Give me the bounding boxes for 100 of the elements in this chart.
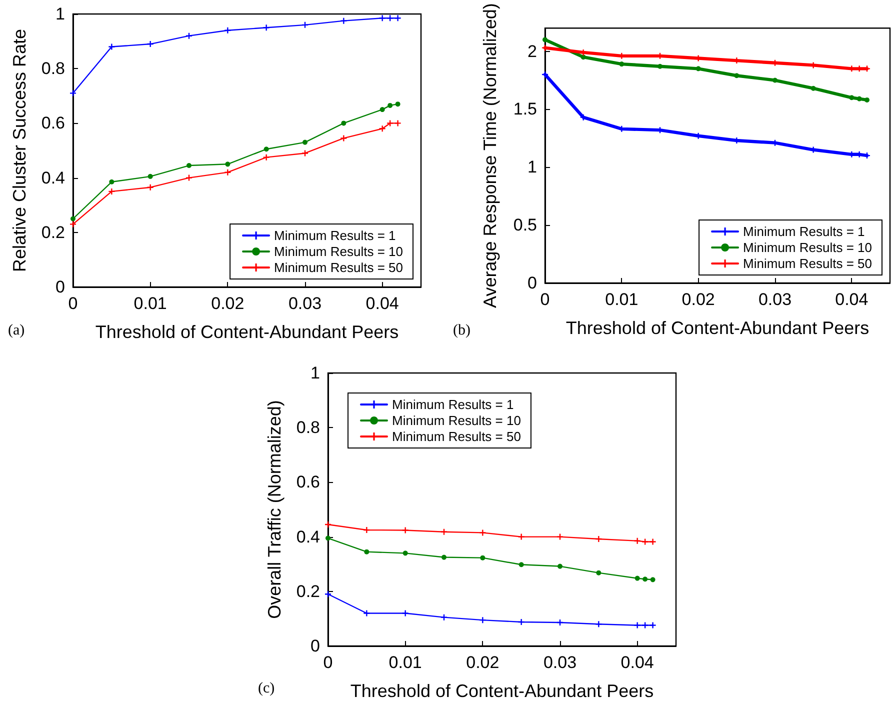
point xyxy=(642,576,648,582)
y-tick-label: 2 xyxy=(528,42,537,61)
x-tick-label: 0.03 xyxy=(543,653,577,672)
point xyxy=(186,163,192,168)
point xyxy=(70,90,76,96)
point xyxy=(634,622,640,628)
point xyxy=(224,27,231,34)
line-series xyxy=(542,71,870,159)
point xyxy=(480,617,486,624)
point xyxy=(224,169,231,176)
point xyxy=(340,135,347,142)
point xyxy=(642,622,648,628)
point xyxy=(518,534,524,540)
point xyxy=(696,66,701,72)
point xyxy=(442,554,446,560)
point xyxy=(302,150,308,156)
point xyxy=(263,154,270,160)
point xyxy=(394,15,401,22)
point xyxy=(634,576,640,581)
y-tick-label: 0.5 xyxy=(513,216,537,235)
point xyxy=(186,32,192,39)
point xyxy=(326,536,330,541)
y-tick-label: 0.8 xyxy=(296,418,320,438)
point xyxy=(650,538,656,545)
point xyxy=(558,564,562,569)
point xyxy=(810,86,816,91)
x-tick-label: 0.04 xyxy=(835,290,868,309)
point xyxy=(108,44,115,50)
y-tick-label: 0.6 xyxy=(296,472,320,492)
point xyxy=(634,538,640,544)
point xyxy=(518,618,524,625)
point xyxy=(480,555,486,560)
point xyxy=(864,97,870,102)
point xyxy=(772,78,778,83)
point xyxy=(379,15,386,22)
point xyxy=(856,96,862,102)
text: (a) xyxy=(8,322,25,338)
x-tick-label: 0.03 xyxy=(288,294,322,313)
legend-label: Minimum Results = 50 xyxy=(392,429,521,444)
point xyxy=(650,622,656,628)
point xyxy=(619,62,624,67)
point xyxy=(148,174,153,179)
legend-label: Minimum Results = 50 xyxy=(274,260,404,275)
point xyxy=(264,146,269,152)
point xyxy=(402,610,408,616)
point xyxy=(379,126,386,132)
point xyxy=(518,562,524,568)
point xyxy=(596,570,602,576)
point xyxy=(380,107,385,112)
y-axis-title: Relative Cluster Success Rate xyxy=(9,28,30,272)
point xyxy=(402,550,408,556)
point xyxy=(849,95,854,100)
x-tick-label: 0.01 xyxy=(605,290,638,309)
point xyxy=(147,184,154,190)
y-tick-label: 1.5 xyxy=(513,100,537,119)
y-tick-label: 0.2 xyxy=(296,582,320,601)
x-tick-label: 0.01 xyxy=(388,653,422,672)
point xyxy=(387,120,394,126)
x-axis-title: Threshold of Content-Abundant Peers xyxy=(95,322,399,342)
point xyxy=(580,54,586,60)
point xyxy=(395,102,400,107)
point xyxy=(557,534,563,540)
y-tick-label: 0.4 xyxy=(41,168,65,188)
y-tick-label: 0.4 xyxy=(296,527,320,546)
legend-label: Minimum Results = 1 xyxy=(392,397,514,412)
x-tick-label: 0.04 xyxy=(620,653,654,672)
point xyxy=(108,188,115,194)
y-tick-label: 0 xyxy=(310,636,320,656)
y-tick-label: 0.8 xyxy=(41,59,65,78)
y-tick-label: 0 xyxy=(528,274,537,292)
text: (b) xyxy=(453,322,470,338)
point xyxy=(109,179,114,184)
point xyxy=(263,24,270,31)
y-axis-title: Overall Traffic (Normalized) xyxy=(264,400,284,619)
y-tick-label: 0.6 xyxy=(41,114,65,133)
point xyxy=(364,549,370,554)
y-tick-label: 1 xyxy=(528,158,537,177)
text: (c) xyxy=(258,680,275,696)
x-tick-label: 0.02 xyxy=(211,294,244,313)
x-tick-label: 0 xyxy=(540,290,550,309)
point xyxy=(650,577,656,582)
point xyxy=(596,621,602,628)
x-tick-label: 0 xyxy=(68,294,78,313)
x-tick-label: 0.04 xyxy=(366,294,399,313)
point xyxy=(341,120,346,126)
x-tick-label: 0.01 xyxy=(134,294,167,313)
y-tick-label: 1 xyxy=(56,4,65,24)
point xyxy=(658,64,662,69)
point xyxy=(364,610,370,616)
legend-label: Minimum Results = 10 xyxy=(392,413,521,428)
x-tick-label: 0 xyxy=(323,653,333,672)
point xyxy=(388,102,393,108)
point xyxy=(340,18,347,24)
y-tick-label: 0.2 xyxy=(41,222,65,242)
point xyxy=(402,527,408,534)
point xyxy=(147,41,154,48)
legend-label: Minimum Results = 1 xyxy=(274,228,396,243)
x-tick-label: 0.02 xyxy=(682,290,715,309)
legend-label: Minimum Results = 10 xyxy=(743,240,872,255)
point xyxy=(70,216,76,222)
